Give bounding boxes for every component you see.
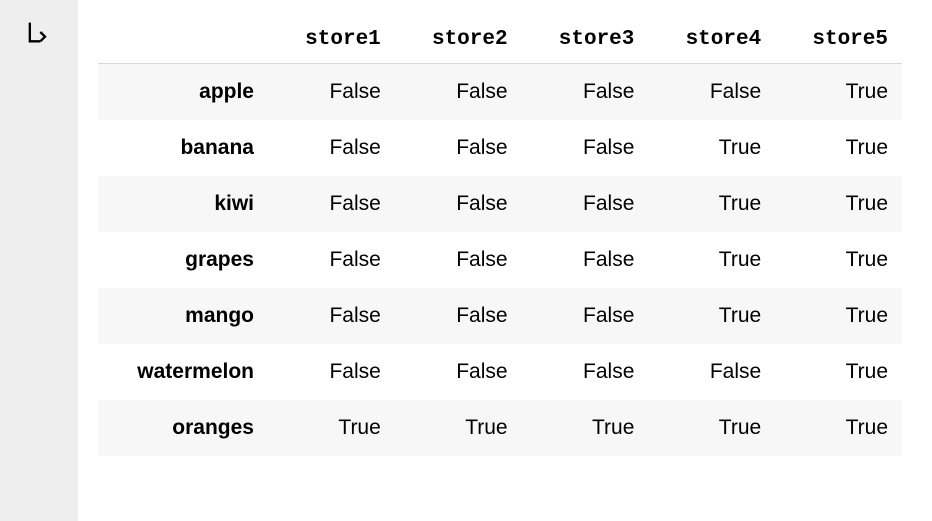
- cell: False: [522, 344, 649, 400]
- cell: False: [395, 232, 522, 288]
- cell: True: [648, 232, 775, 288]
- cell: False: [648, 344, 775, 400]
- row-header: mango: [98, 288, 268, 344]
- cell: False: [522, 288, 649, 344]
- cell: False: [395, 344, 522, 400]
- col-header: store3: [522, 18, 649, 64]
- cell: False: [522, 120, 649, 176]
- cell: False: [395, 120, 522, 176]
- output-area: store1 store2 store3 store4 store5 apple…: [78, 0, 932, 521]
- table-header-row: store1 store2 store3 store4 store5: [98, 18, 902, 64]
- cell: True: [522, 400, 649, 456]
- cell: True: [775, 288, 902, 344]
- row-header: kiwi: [98, 176, 268, 232]
- cell: True: [775, 120, 902, 176]
- cell: False: [648, 64, 775, 121]
- cell: True: [395, 400, 522, 456]
- cell: True: [775, 64, 902, 121]
- cell-gutter: [0, 0, 78, 521]
- cell: True: [648, 120, 775, 176]
- table-row: banana False False False True True: [98, 120, 902, 176]
- cell: True: [775, 344, 902, 400]
- output-marker-icon: [24, 33, 52, 50]
- cell: False: [268, 64, 395, 121]
- cell: False: [522, 64, 649, 121]
- row-header: oranges: [98, 400, 268, 456]
- cell: True: [268, 400, 395, 456]
- cell: False: [522, 176, 649, 232]
- table-corner: [98, 18, 268, 64]
- row-header: apple: [98, 64, 268, 121]
- cell: True: [775, 400, 902, 456]
- table-row: watermelon False False False False True: [98, 344, 902, 400]
- cell: True: [648, 400, 775, 456]
- row-header: grapes: [98, 232, 268, 288]
- cell: False: [268, 176, 395, 232]
- table-row: mango False False False True True: [98, 288, 902, 344]
- cell: False: [268, 232, 395, 288]
- table-row: oranges True True True True True: [98, 400, 902, 456]
- cell: True: [648, 288, 775, 344]
- col-header: store4: [648, 18, 775, 64]
- col-header: store5: [775, 18, 902, 64]
- cell: False: [268, 120, 395, 176]
- dataframe-table: store1 store2 store3 store4 store5 apple…: [98, 18, 902, 456]
- col-header: store2: [395, 18, 522, 64]
- cell: False: [268, 344, 395, 400]
- cell: False: [395, 288, 522, 344]
- col-header: store1: [268, 18, 395, 64]
- cell: False: [268, 288, 395, 344]
- cell: False: [395, 64, 522, 121]
- cell: False: [395, 176, 522, 232]
- cell: True: [775, 232, 902, 288]
- table-row: grapes False False False True True: [98, 232, 902, 288]
- table-row: kiwi False False False True True: [98, 176, 902, 232]
- cell: True: [648, 176, 775, 232]
- cell: True: [775, 176, 902, 232]
- row-header: watermelon: [98, 344, 268, 400]
- table-row: apple False False False False True: [98, 64, 902, 121]
- cell: False: [522, 232, 649, 288]
- row-header: banana: [98, 120, 268, 176]
